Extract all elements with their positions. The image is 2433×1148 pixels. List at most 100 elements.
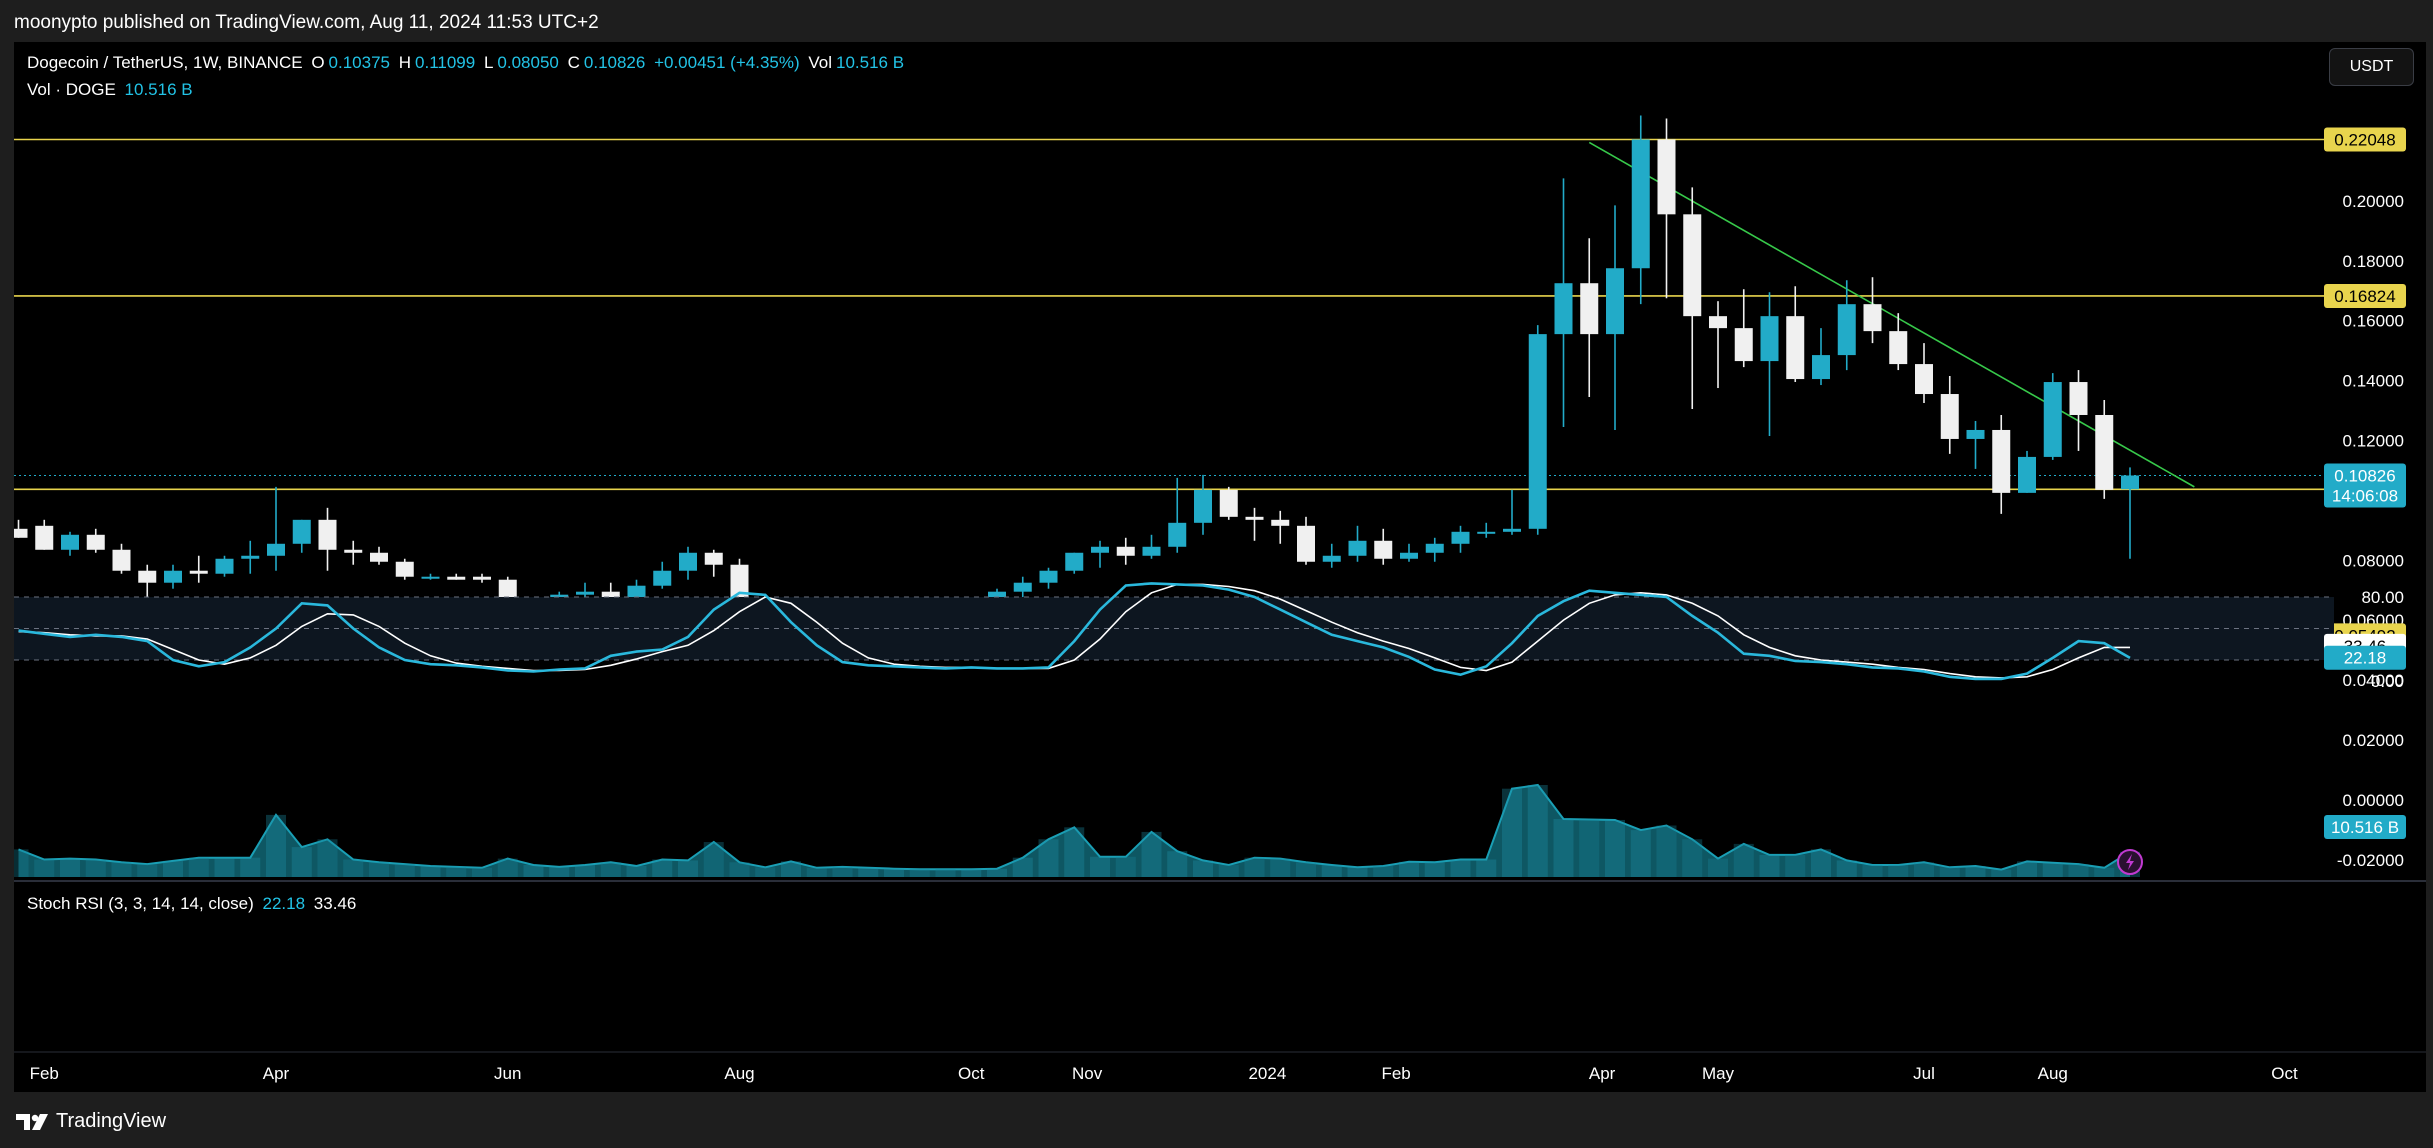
volume-bar (1296, 862, 1316, 877)
volume-bar (1064, 827, 1085, 877)
chart-frame[interactable]: 0.20000 0.18000 0.16000 0.14000 0.12000 0.080… (14, 42, 2426, 1092)
volume-bar (549, 866, 570, 877)
volume-bar (703, 842, 724, 877)
candle-up (164, 570, 182, 583)
candle-up (1451, 531, 1470, 544)
volume-bar (1888, 865, 1909, 877)
time-tick-label: May (1702, 1064, 1735, 1083)
change-value: +0.00451 (+4.35%) (654, 53, 800, 72)
tradingview-brand[interactable]: TradingView (16, 1110, 166, 1133)
candle-up (1142, 546, 1161, 556)
lightning-bolt (2126, 854, 2134, 870)
candle-up (1065, 552, 1084, 571)
close-label: C (567, 53, 580, 72)
low-label: L (483, 53, 494, 72)
volume-bar (317, 839, 338, 877)
candle-up (2043, 382, 2062, 457)
volume-bar (832, 866, 853, 877)
candle-up (292, 519, 311, 544)
volume-bar (2042, 862, 2063, 877)
candle-up (627, 585, 646, 601)
time-tick-label: Feb (1381, 1064, 1410, 1083)
candle-up (576, 591, 594, 595)
time-tick-label: Aug (724, 1064, 754, 1083)
volume-tag-bg (2324, 815, 2406, 839)
candle-down (601, 591, 620, 601)
price-tick-label: 0.04000 (2343, 671, 2404, 690)
candle-up (1039, 570, 1058, 583)
volume-bar (2068, 864, 2089, 877)
volume-bar (343, 859, 364, 877)
volume-bar (1347, 867, 1368, 877)
volume-bar (1991, 869, 2012, 877)
candle-up (2121, 475, 2139, 490)
candle-down (1709, 316, 1727, 329)
candle-up (1348, 540, 1367, 556)
candle-up (1503, 528, 1521, 532)
candle-down (112, 549, 131, 571)
candle-down (189, 570, 208, 574)
volume-bar (1424, 862, 1445, 877)
volume-bar (369, 862, 389, 877)
candle-down (1271, 519, 1290, 526)
level-tag-bg (2324, 127, 2406, 152)
volume-bar (1450, 859, 1471, 877)
volume-bar (1759, 854, 1780, 877)
stoch-k-tag-bg (2324, 645, 2406, 670)
publish-line: moonypto published on TradingView.com, A… (14, 12, 599, 33)
volume-bar (111, 862, 132, 877)
time-tick-label: Jun (494, 1064, 521, 1083)
high-label: H (398, 53, 412, 72)
volume-bar (1708, 858, 1728, 877)
volume-line (18, 783, 2131, 871)
volume-bar (1373, 865, 1394, 877)
time-tick-label: Aug (2038, 1064, 2068, 1083)
volume-bar (497, 858, 518, 877)
candle-up (1606, 268, 1624, 335)
volume-bar (781, 861, 801, 877)
candle-down (395, 561, 414, 577)
candle-up (1528, 334, 1547, 529)
volume-bar (188, 857, 209, 877)
brand-name: TradingView (56, 1110, 167, 1132)
candle-up (1966, 429, 1985, 439)
volume-bar (1656, 825, 1677, 877)
volume-bar (1270, 858, 1291, 877)
volume-bar (1141, 831, 1162, 877)
volume-bar (1914, 862, 1934, 877)
volume-bar (1038, 839, 1059, 877)
volume-bar (1579, 819, 1600, 877)
candle-down (1915, 364, 1933, 395)
volume-bar (987, 868, 1007, 877)
high-value: 0.11099 (415, 53, 476, 72)
volume-bar (1862, 865, 1883, 877)
candle-up (1168, 522, 1187, 547)
volume-bar (600, 862, 621, 877)
candle-down (1374, 540, 1393, 559)
volume-bar (1939, 867, 1960, 877)
candle-up (679, 552, 697, 571)
price-tick-label: 0.08000 (2343, 551, 2404, 570)
volume-bar (214, 857, 235, 877)
price-tick-label: 0.14000 (2343, 372, 2404, 391)
candle-down (1992, 429, 2011, 493)
volume-bar (1502, 788, 1522, 877)
volume-bar (14, 849, 29, 877)
symbol-title[interactable]: Dogecoin / TetherUS, 1W, BINANCE (27, 53, 303, 72)
candle-up (241, 555, 260, 559)
stoch-title[interactable]: Stoch RSI (3, 3, 14, 14, close) (27, 894, 254, 913)
volume-bar (858, 867, 879, 877)
currency-button[interactable]: USDT (2329, 48, 2414, 86)
candle-up (1013, 582, 1032, 592)
volume-series-name[interactable]: Vol · DOGE (27, 80, 116, 99)
volume-bar (1527, 785, 1548, 877)
price-tick-label: 0.12000 (2343, 431, 2404, 450)
chart-canvas[interactable]: 0.20000 0.18000 0.16000 0.14000 0.12000 0.080… (14, 42, 2426, 1092)
volume-bar (137, 864, 158, 877)
volume-series-value: 10.516 B (124, 80, 193, 99)
candle-down (35, 525, 54, 550)
time-tick-label: Nov (1072, 1064, 1103, 1083)
volume-bar (34, 859, 55, 877)
stoch-tick-label: 80.00 (2361, 588, 2404, 607)
candle-up (1194, 489, 1212, 523)
